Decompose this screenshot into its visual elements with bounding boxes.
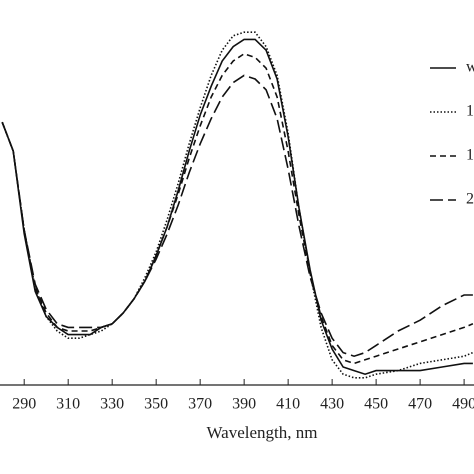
x-tick-label: 490 <box>452 396 474 413</box>
x-tick-label: 390 <box>232 396 256 413</box>
series-line <box>1 52 474 365</box>
x-tick-label: 290 <box>12 396 36 413</box>
x-tick-label: 330 <box>100 396 124 413</box>
x-tick-label: 430 <box>320 396 344 413</box>
series-line <box>1 74 473 358</box>
x-axis-label: Wavelength, nm <box>207 423 318 442</box>
x-tick-label: 350 <box>144 396 168 413</box>
x-tick-label: 370 <box>188 396 212 413</box>
legend-label: 2 <box>466 191 474 208</box>
series-line <box>1 31 474 379</box>
x-tick-label: 310 <box>56 396 80 413</box>
legend-label: 1 <box>466 103 474 120</box>
legend-label: 1 <box>466 147 474 164</box>
x-tick-label: 470 <box>408 396 432 413</box>
legend-label: w <box>466 59 474 76</box>
x-tick-label: 450 <box>364 396 388 413</box>
x-tick-label: 410 <box>276 396 300 413</box>
series-line <box>1 38 473 376</box>
